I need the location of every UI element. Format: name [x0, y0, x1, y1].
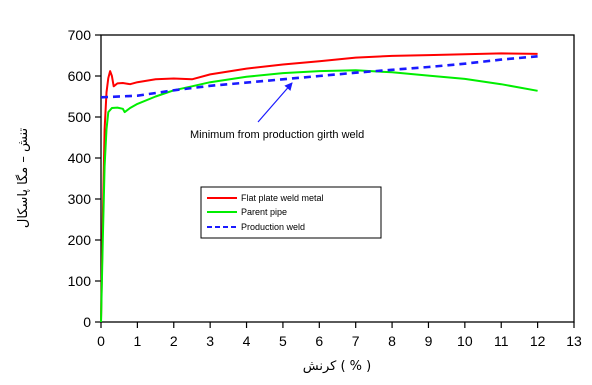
- series-flat-plate-weld-metal: [100, 52, 538, 323]
- y-tick-label: 600: [68, 68, 92, 84]
- x-axis-title: کرنش ( % ): [303, 359, 371, 374]
- y-tick-label: 0: [83, 314, 91, 330]
- x-tick-label: 9: [425, 333, 433, 349]
- x-tick-label: 4: [243, 333, 251, 349]
- y-tick-label: 200: [68, 232, 92, 248]
- legend-label-flat-plate: Flat plate weld metal: [241, 193, 324, 203]
- y-axis-ticks: 0 100 200 300 400 500 600 700: [68, 27, 101, 330]
- series-layer: [100, 52, 538, 323]
- legend-label-production-weld: Production weld: [241, 222, 305, 232]
- series-production-weld: [100, 55, 538, 99]
- x-tick-label: 8: [388, 333, 396, 349]
- series-parent-pipe: [100, 69, 538, 323]
- x-tick-label: 0: [97, 333, 105, 349]
- x-axis-ticks: 0 1 2 3 4 5 6 7 8 9 10 11 12 13: [97, 322, 582, 349]
- y-tick-label: 300: [68, 191, 92, 207]
- annotation: Minimum from production girth weld: [190, 82, 364, 141]
- annotation-text: Minimum from production girth weld: [190, 129, 364, 141]
- y-tick-label: 100: [68, 273, 92, 289]
- x-tick-label: 11: [494, 333, 509, 349]
- x-tick-label: 3: [206, 333, 214, 349]
- legend: Flat plate weld metal Parent pipe Produc…: [200, 186, 382, 239]
- x-tick-label: 6: [315, 333, 323, 349]
- y-tick-label: 500: [68, 109, 92, 125]
- legend-label-parent-pipe: Parent pipe: [241, 207, 287, 217]
- x-tick-label: 2: [170, 333, 178, 349]
- x-tick-label: 1: [133, 333, 141, 349]
- x-tick-label: 10: [457, 333, 473, 349]
- y-tick-label: 700: [68, 27, 92, 43]
- x-tick-label: 13: [566, 333, 582, 349]
- x-tick-label: 12: [530, 333, 546, 349]
- y-axis-title: تنش – مگا پاسکال: [15, 128, 31, 229]
- annotation-arrow: [257, 82, 293, 123]
- x-tick-label: 5: [279, 333, 287, 349]
- x-tick-label: 7: [352, 333, 360, 349]
- y-tick-label: 400: [68, 150, 92, 166]
